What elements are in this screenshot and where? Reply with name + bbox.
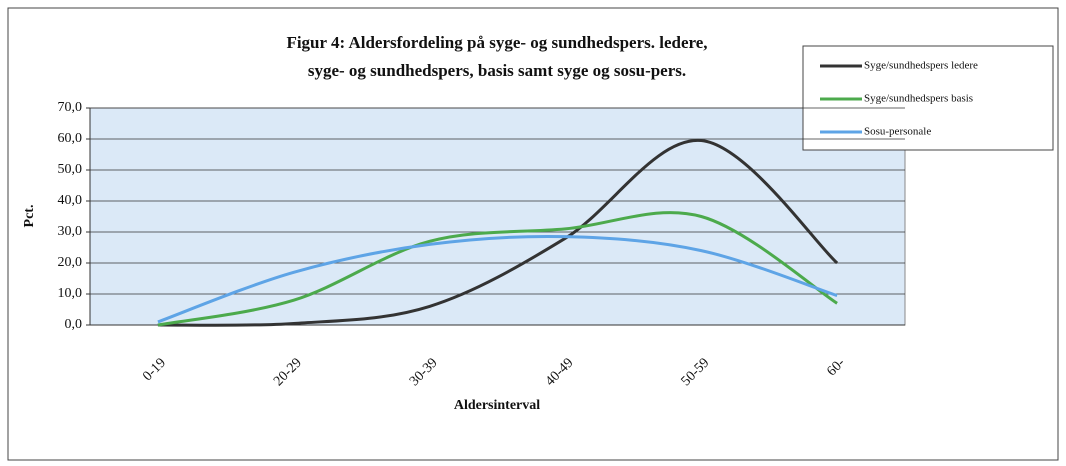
y-tick-label: 0,0 [65, 317, 83, 332]
series-line [157, 139, 839, 327]
y-tick-label: 30,0 [58, 224, 83, 239]
y-tick-label: 60,0 [58, 131, 83, 146]
y-tick-label: 20,0 [58, 255, 83, 270]
y-tick-label: 10,0 [58, 286, 83, 301]
plot-area [89, 107, 906, 326]
y-tick-label: 70,0 [58, 100, 83, 115]
chart-title: syge- og sundhedspers, basis samt syge o… [308, 61, 686, 80]
chart-title: Figur 4: Aldersfordeling på syge- og sun… [286, 33, 707, 52]
series-line [157, 211, 838, 327]
y-tick-label: 50,0 [58, 162, 83, 177]
legend-label: Syge/sundhedspers basis [864, 93, 973, 105]
legend-label: Sosu-personale [864, 126, 931, 138]
y-tick-label: 40,0 [58, 193, 83, 208]
legend-label: Syge/sundhedspers ledere [864, 60, 978, 72]
series-line [157, 234, 838, 324]
x-axis-title: Aldersinterval [454, 398, 540, 413]
y-axis-title: Pct. [22, 205, 37, 228]
